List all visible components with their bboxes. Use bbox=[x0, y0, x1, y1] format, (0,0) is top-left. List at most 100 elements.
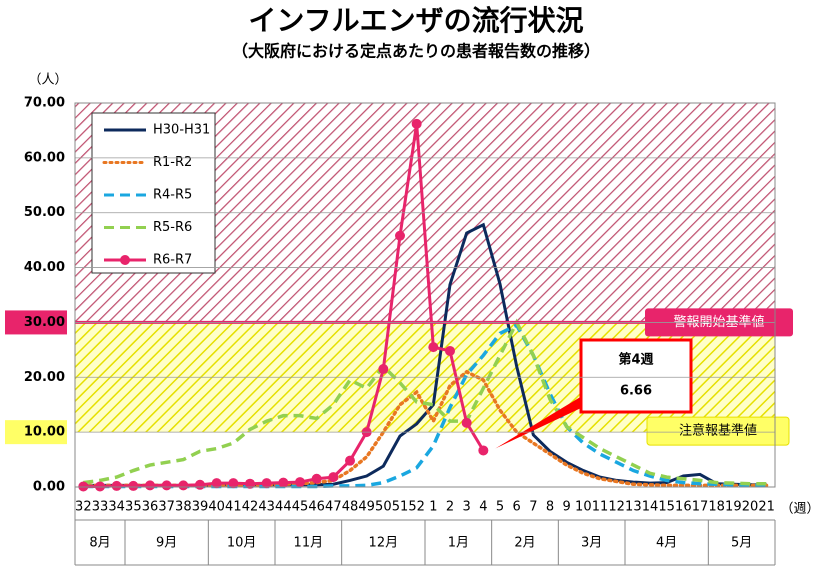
y-tick-label: 50.00 bbox=[24, 205, 65, 220]
x-tick-label: 12 bbox=[608, 500, 625, 515]
threshold-label: 注意報基準値 bbox=[679, 423, 757, 439]
callout-arrow bbox=[495, 390, 598, 449]
x-tick-label: 48 bbox=[342, 500, 359, 515]
callout-title: 第4週 bbox=[618, 352, 653, 368]
x-tick-label: 42 bbox=[242, 500, 259, 515]
x-tick-label: 35 bbox=[125, 500, 142, 515]
x-tick-label: 6 bbox=[513, 500, 521, 515]
legend-label: H30-H31 bbox=[153, 123, 210, 138]
y-unit: （人） bbox=[28, 73, 67, 88]
legend-marker bbox=[120, 255, 130, 265]
series-marker bbox=[161, 480, 172, 491]
x-tick-label: 3 bbox=[463, 500, 471, 515]
threshold-marker bbox=[5, 420, 67, 445]
legend bbox=[91, 112, 216, 274]
month-label: 12月 bbox=[369, 536, 399, 551]
series-marker bbox=[411, 118, 422, 129]
x-tick-label: 9 bbox=[563, 500, 571, 515]
month-label: 5月 bbox=[731, 536, 752, 551]
month-label: 1月 bbox=[448, 536, 469, 551]
series-marker bbox=[245, 478, 255, 489]
threshold-label: 警報開始基準値 bbox=[673, 314, 764, 330]
legend-label: R6-R7 bbox=[153, 253, 192, 268]
legend-label: R4-R5 bbox=[153, 188, 192, 203]
y-tick-label: 40.00 bbox=[24, 260, 65, 275]
x-tick-label: 51 bbox=[392, 500, 409, 515]
x-tick-label: 44 bbox=[275, 500, 292, 515]
y-tick-label: 0.00 bbox=[33, 480, 65, 495]
series-marker bbox=[278, 477, 289, 488]
x-tick-label: 10 bbox=[575, 500, 592, 515]
legend-label: R5-R6 bbox=[153, 220, 192, 235]
series-marker bbox=[95, 481, 105, 492]
series-marker bbox=[378, 364, 389, 375]
x-tick-label: 16 bbox=[675, 500, 692, 515]
y-tick-label: 70.00 bbox=[24, 96, 65, 111]
y-tick-label: 20.00 bbox=[24, 370, 65, 385]
series-marker bbox=[461, 417, 472, 428]
x-tick-label: 39 bbox=[192, 500, 209, 515]
series-marker bbox=[261, 478, 272, 489]
x-tick-label: 47 bbox=[325, 500, 342, 515]
month-label: 4月 bbox=[656, 536, 677, 551]
series-marker bbox=[328, 472, 339, 483]
series-marker bbox=[345, 455, 355, 466]
series-marker bbox=[428, 342, 439, 353]
x-tick-label: 34 bbox=[108, 500, 125, 515]
series-marker bbox=[295, 477, 305, 488]
y-tick-label: 10.00 bbox=[24, 425, 65, 440]
x-tick-label: 19 bbox=[725, 500, 742, 515]
x-tick-label: 17 bbox=[692, 500, 709, 515]
series-line bbox=[83, 318, 767, 486]
x-tick-label: 18 bbox=[708, 500, 725, 515]
legend-label: R1-R2 bbox=[153, 155, 192, 170]
series-marker bbox=[178, 480, 189, 491]
series-marker bbox=[311, 473, 322, 484]
x-tick-label: 38 bbox=[175, 500, 192, 515]
series-marker bbox=[228, 478, 239, 489]
x-tick-label: 5 bbox=[496, 500, 504, 515]
plot-frame bbox=[74, 102, 776, 488]
x-unit: （週） bbox=[780, 502, 819, 517]
x-tick-label: 8 bbox=[546, 500, 554, 515]
x-tick-label: 2 bbox=[446, 500, 454, 515]
x-tick-label: 49 bbox=[358, 500, 375, 515]
callout-value: 6.66 bbox=[620, 384, 652, 399]
threshold-label-box bbox=[646, 416, 790, 446]
month-label: 9月 bbox=[156, 536, 177, 551]
x-tick-label: 52 bbox=[408, 500, 425, 515]
x-tick-label: 13 bbox=[625, 500, 642, 515]
x-tick-label: 33 bbox=[92, 500, 109, 515]
callout-box bbox=[579, 338, 693, 414]
x-tick-label: 43 bbox=[258, 500, 275, 515]
month-label: 10月 bbox=[227, 536, 257, 551]
chart-subtitle: （大阪府における定点あたりの患者報告数の推移） bbox=[232, 42, 600, 61]
x-tick-label: 1 bbox=[429, 500, 437, 515]
x-tick-label: 11 bbox=[592, 500, 609, 515]
x-tick-label: 4 bbox=[479, 500, 487, 515]
x-tick-label: 45 bbox=[292, 500, 309, 515]
x-tick-label: 15 bbox=[658, 500, 675, 515]
x-tick-label: 32 bbox=[75, 500, 92, 515]
month-label: 3月 bbox=[581, 536, 602, 551]
chart-title: インフルエンザの流行状況 bbox=[248, 4, 583, 37]
x-tick-label: 46 bbox=[308, 500, 325, 515]
x-tick-label: 40 bbox=[208, 500, 225, 515]
month-label: 11月 bbox=[294, 536, 324, 551]
series-marker bbox=[445, 345, 455, 356]
y-tick-label: 60.00 bbox=[24, 150, 65, 165]
series-marker bbox=[395, 230, 405, 241]
series-marker bbox=[211, 478, 222, 489]
x-tick-label: 20 bbox=[742, 500, 759, 515]
series-marker bbox=[195, 479, 205, 490]
x-tick-label: 14 bbox=[642, 500, 659, 515]
x-tick-label: 41 bbox=[225, 500, 242, 515]
series-marker bbox=[111, 480, 122, 491]
x-tick-label: 36 bbox=[142, 500, 159, 515]
month-label: 2月 bbox=[514, 536, 535, 551]
series-marker bbox=[145, 480, 155, 491]
series-marker bbox=[478, 445, 489, 456]
x-tick-label: 7 bbox=[529, 500, 537, 515]
month-label: 8月 bbox=[89, 536, 110, 551]
